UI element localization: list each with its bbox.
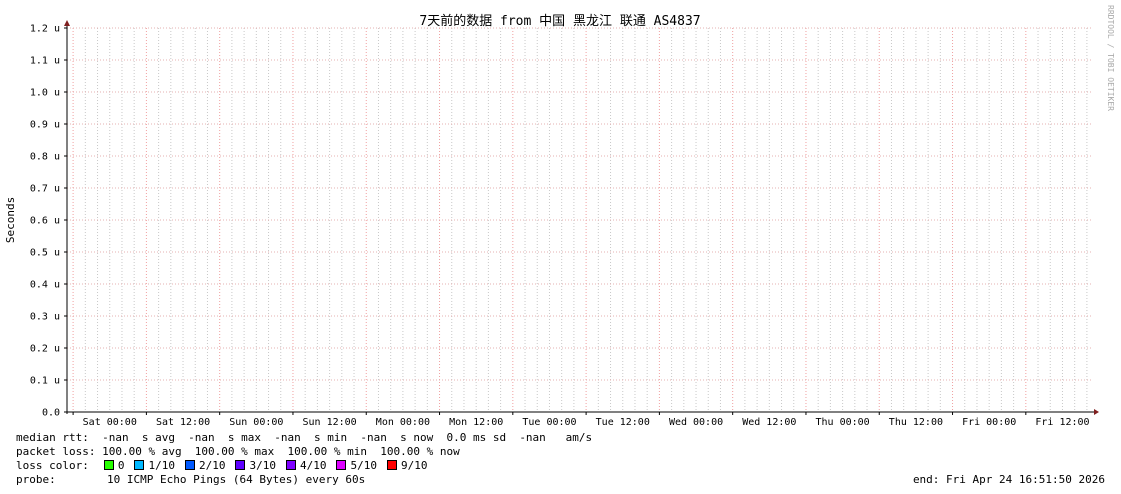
loss-color-label: loss color: xyxy=(16,459,89,472)
y-axis-label: Seconds xyxy=(4,197,17,243)
loss-color-item: 3/10 xyxy=(235,459,276,472)
loss-color-item: 5/10 xyxy=(336,459,377,472)
y-tick-label: 0.2 u xyxy=(30,344,60,355)
probe-label: probe: xyxy=(16,473,56,486)
loss-color-label: 5/10 xyxy=(350,459,377,472)
loss-color-item: 0 xyxy=(103,459,125,472)
median-rtt-line: median rtt: -nan s avg -nan s max -nan s… xyxy=(16,431,593,444)
x-axis-arrow xyxy=(1094,409,1099,415)
watermark: RRDTOOL / TOBI OETIKER xyxy=(1106,5,1115,111)
color-swatch-icon xyxy=(285,460,296,470)
x-tick-label: Fri 00:00 xyxy=(962,417,1016,428)
x-tick-label: Mon 00:00 xyxy=(376,417,430,428)
x-tick-label: Thu 12:00 xyxy=(889,417,943,428)
loss-color-item: 1/10 xyxy=(134,459,175,472)
y-tick-labels: 0.0 0.1 u 0.2 u 0.3 u 0.4 u 0.5 u 0.6 u 0.7 u 0.… xyxy=(30,24,60,419)
x-tick-label: Wed 12:00 xyxy=(742,417,796,428)
loss-color-label: 2/10 xyxy=(198,459,226,472)
y-tick-label: 0.5 u xyxy=(30,248,60,259)
y-tick-label: 0.9 u xyxy=(30,120,60,131)
loss-color-label: 4/10 xyxy=(299,459,327,472)
y-tick-label: 1.0 u xyxy=(30,88,60,99)
packet-loss-line: packet loss: 100.00 % avg 100.00 % max 1… xyxy=(16,445,460,458)
y-tick-label: 0.3 u xyxy=(30,312,60,323)
latency-chart: 7天前的数据 from 中国 黑龙江 联通 AS4837 Seconds RRD… xyxy=(4,5,1115,428)
loss-color-label: 0 xyxy=(117,459,125,472)
end-time: end: Fri Apr 24 16:51:50 2026 xyxy=(912,473,1105,486)
x-tick-label: Sun 00:00 xyxy=(229,417,283,428)
y-tick-label: 0.6 u xyxy=(30,216,60,227)
y-tick-label: 0.1 u xyxy=(30,376,60,387)
x-tick-label: Fri 12:00 xyxy=(1035,417,1089,428)
y-tick-label: 0.0 xyxy=(42,408,60,419)
y-tick-label: 1.1 u xyxy=(30,56,60,67)
color-swatch-icon xyxy=(184,460,195,470)
y-tick-label: 0.4 u xyxy=(30,280,60,291)
grid xyxy=(67,27,1093,412)
x-tick-label: Tue 12:00 xyxy=(596,417,650,428)
loss-color-item: 4/10 xyxy=(285,459,327,472)
color-swatch-icon xyxy=(103,460,114,470)
loss-color-label: 3/10 xyxy=(249,459,276,472)
x-tick-label: Mon 12:00 xyxy=(449,417,503,428)
y-axis-arrow xyxy=(64,20,70,26)
x-tick-label: Tue 00:00 xyxy=(522,417,576,428)
loss-color-list: 0 1/10 2/10 3/10 4/10 5/10 9/10 xyxy=(103,459,438,472)
loss-color-item: 9/10 xyxy=(386,459,428,472)
chart-title: 7天前的数据 from 中国 黑龙江 联通 AS4837 xyxy=(419,13,700,29)
x-tick-label: Sat 12:00 xyxy=(156,417,210,428)
x-tick-label: Sun 12:00 xyxy=(303,417,357,428)
loss-color-line: loss color: 0 1/10 2/10 3/10 4/10 5/10 9/10 xyxy=(16,459,437,473)
loss-color-label: 9/10 xyxy=(400,459,428,472)
color-swatch-icon xyxy=(386,460,397,470)
color-swatch-icon xyxy=(336,460,347,470)
probe-value: 10 ICMP Echo Pings (64 Bytes) every 60s xyxy=(107,473,366,486)
color-swatch-icon xyxy=(134,460,145,470)
y-tick-label: 0.7 u xyxy=(30,184,60,195)
y-tick-label: 0.8 u xyxy=(30,152,60,163)
color-swatch-icon xyxy=(235,460,246,470)
y-tick-label: 1.2 u xyxy=(30,24,60,35)
probe-line: probe: 10 ICMP Echo Pings (64 Bytes) ever… xyxy=(16,473,365,487)
x-tick-label: Sat 00:00 xyxy=(83,417,137,428)
loss-color-item: 2/10 xyxy=(184,459,226,472)
x-tick-label: Wed 00:00 xyxy=(669,417,723,428)
axes xyxy=(64,20,1099,415)
x-tick-label: Thu 00:00 xyxy=(816,417,870,428)
loss-color-label: 1/10 xyxy=(148,459,175,472)
x-tick-labels: Sat 00:00 Sat 12:00 Sun 00:00 Sun 12:00 Mon … xyxy=(83,417,1090,428)
